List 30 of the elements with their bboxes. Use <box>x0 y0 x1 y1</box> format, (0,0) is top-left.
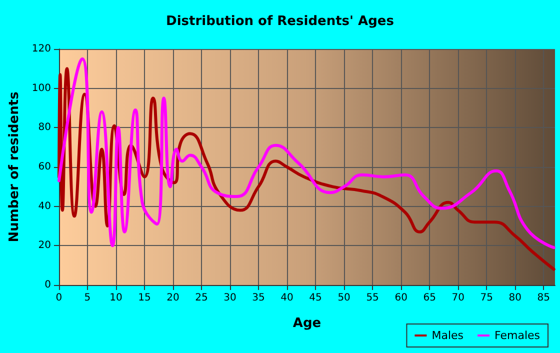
x-tick-label: 35 <box>252 292 265 304</box>
y-tick-label: 40 <box>38 200 51 212</box>
y-tick-label: 100 <box>32 82 51 94</box>
y-tick-label: 0 <box>44 280 51 290</box>
y-tick-label: 60 <box>38 162 51 172</box>
x-tick-label: 70 <box>452 292 464 304</box>
x-axis-title: Age <box>292 316 322 331</box>
y-axis-title: Number of residents <box>7 91 22 242</box>
x-tick-label: 40 <box>280 292 294 304</box>
x-tick-label: 25 <box>195 292 208 304</box>
x-tick-label: 10 <box>110 292 122 304</box>
x-tick-label: 5 <box>84 292 91 304</box>
legend-label: Females <box>494 329 540 342</box>
x-tick-label: 60 <box>394 292 408 304</box>
x-tick-label: 85 <box>537 292 550 304</box>
x-tick-label: 45 <box>309 292 322 304</box>
x-tick-label: 30 <box>224 292 236 304</box>
x-tick-label: 20 <box>166 292 180 304</box>
x-tick-label: 80 <box>508 292 522 304</box>
legend-label: Males <box>432 329 464 342</box>
x-tick-label: 0 <box>56 292 62 304</box>
x-tick-label: 75 <box>480 292 493 304</box>
x-tick-label: 65 <box>423 292 436 304</box>
x-tick-label: 50 <box>338 292 350 304</box>
y-tick-label: 80 <box>38 122 51 134</box>
chart-title: Distribution of Residents' Ages <box>166 14 394 29</box>
x-tick-label: 55 <box>366 292 379 304</box>
y-tick-label: 20 <box>38 240 51 252</box>
x-tick-label: 15 <box>138 292 151 304</box>
y-tick-label: 120 <box>32 44 51 54</box>
